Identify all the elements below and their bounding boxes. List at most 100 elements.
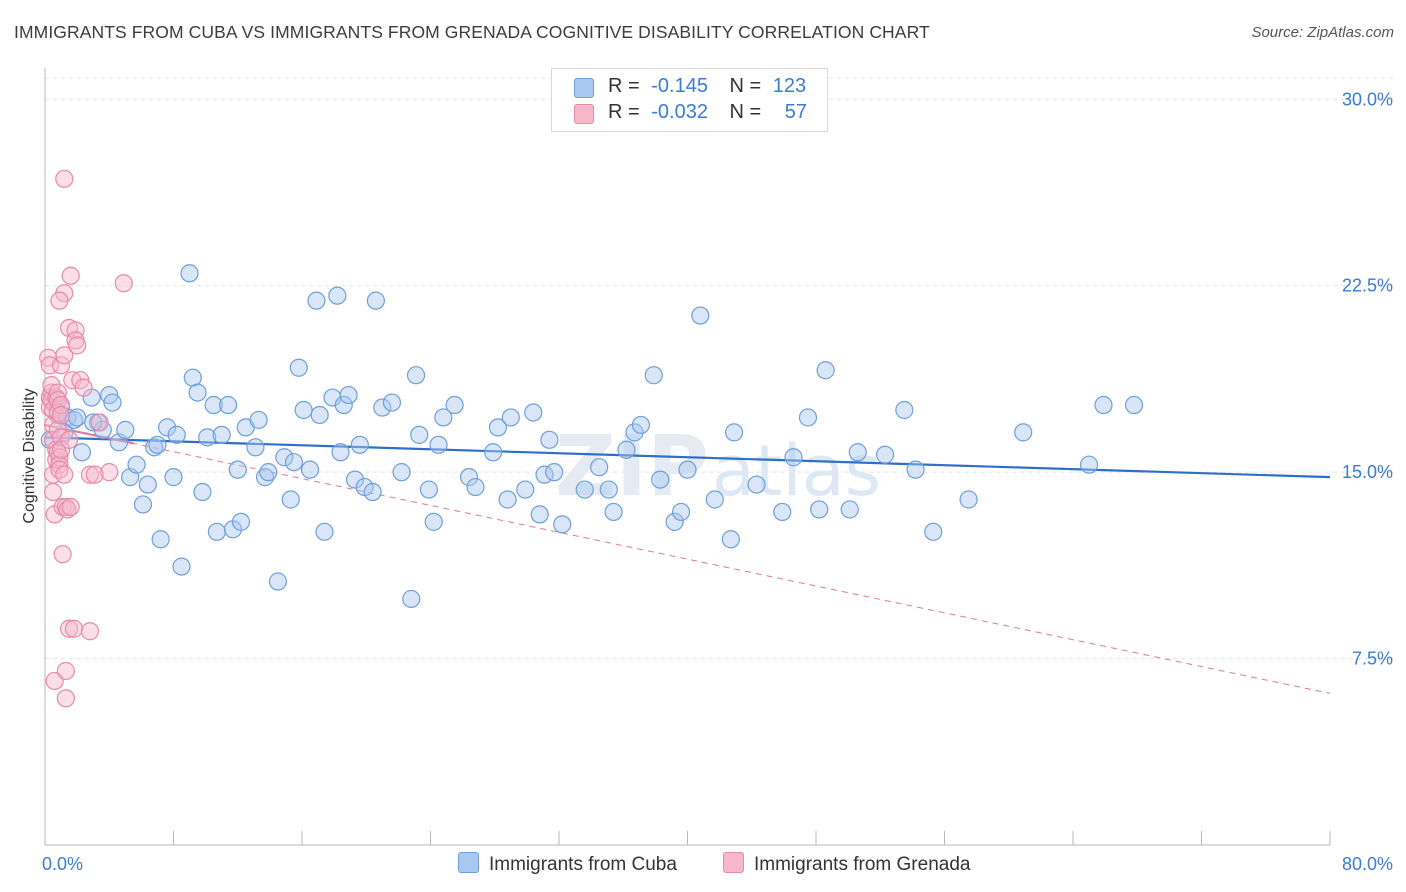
x-tick-label: 0.0% <box>42 854 83 874</box>
point-cuba <box>204 395 223 415</box>
point-grenada <box>58 500 77 519</box>
point-cuba <box>275 448 294 467</box>
point-cuba <box>604 502 623 522</box>
axes <box>44 68 1331 846</box>
point-grenada <box>51 356 71 375</box>
point-cuba <box>644 366 663 385</box>
point-cuba <box>212 425 231 444</box>
bottom-legend-label-cuba: Immigrants from Cuba <box>489 854 677 875</box>
point-cuba <box>810 500 829 519</box>
watermark-atlas: atlas <box>712 430 881 512</box>
point-cuba <box>284 453 304 472</box>
point-cuba <box>895 400 914 420</box>
point-cuba <box>773 502 792 522</box>
point-cuba <box>424 512 443 531</box>
point-cuba <box>138 475 157 494</box>
point-cuba <box>625 423 644 442</box>
data-points <box>39 169 1144 708</box>
y-tick-label: 7.5% <box>1352 649 1393 669</box>
point-cuba <box>590 458 609 477</box>
point-cuba <box>599 480 618 499</box>
source-label: Source: ZipAtlas.com <box>1251 24 1394 41</box>
point-cuba <box>402 589 421 609</box>
bottom-legend-grenada: Immigrants from Grenada <box>723 852 970 876</box>
bottom-legend-swatch-grenada <box>723 852 744 873</box>
point-cuba <box>127 455 146 474</box>
chart-title: IMMIGRANTS FROM CUBA VS IMMIGRANTS FROM … <box>14 22 930 42</box>
trend-line-grenada <box>44 424 1331 694</box>
point-grenada <box>55 346 74 365</box>
point-cuba <box>339 385 358 405</box>
point-cuba <box>231 512 251 531</box>
y-tick-label: 30.0% <box>1342 89 1393 109</box>
point-cuba <box>516 480 535 499</box>
grid-lines <box>45 77 1395 660</box>
point-cuba <box>617 440 636 459</box>
point-cuba <box>68 408 87 427</box>
legend-n-label: N = <box>729 75 762 97</box>
point-cuba <box>148 435 167 454</box>
axis-labels: 7.5% 15.0% 22.5% 30.0% 0.0% 80.0% Cognitive Di… <box>21 89 1393 874</box>
point-cuba <box>906 460 925 479</box>
point-grenada <box>66 321 85 340</box>
point-cuba <box>498 490 517 509</box>
point-grenada <box>114 274 133 293</box>
point-cuba <box>373 398 392 417</box>
y-tick-label: 15.0% <box>1342 462 1393 482</box>
point-cuba <box>678 460 697 479</box>
legend-swatch-cuba <box>574 78 594 98</box>
point-cuba <box>289 358 308 377</box>
point-cuba <box>406 366 426 385</box>
point-cuba <box>193 482 212 502</box>
point-grenada <box>80 622 100 641</box>
point-cuba <box>392 463 411 482</box>
point-cuba <box>1079 455 1099 474</box>
point-grenada <box>55 465 74 484</box>
point-cuba <box>651 470 670 489</box>
bottom-legend-swatch-cuba <box>458 852 479 873</box>
point-cuba <box>366 291 385 310</box>
point-cuba <box>488 418 508 437</box>
point-cuba <box>691 306 710 325</box>
point-cuba <box>116 420 135 439</box>
point-cuba <box>259 463 278 482</box>
point-cuba <box>747 475 766 494</box>
point-grenada <box>51 395 71 415</box>
point-cuba <box>540 430 559 449</box>
point-cuba <box>268 572 288 591</box>
point-cuba <box>328 286 347 305</box>
point-cuba <box>249 410 268 430</box>
point-cuba <box>671 502 691 522</box>
point-cuba <box>151 530 170 549</box>
point-cuba <box>530 505 549 524</box>
point-cuba <box>784 448 803 467</box>
point-cuba <box>848 443 867 462</box>
legend-n-value: 57 <box>784 101 808 123</box>
point-cuba <box>382 393 402 412</box>
legend-swatch-grenada <box>574 104 594 124</box>
point-cuba <box>188 383 207 402</box>
point-cuba <box>350 435 369 454</box>
trend-line-cuba <box>44 436 1331 479</box>
point-cuba <box>307 291 326 310</box>
point-grenada <box>90 413 109 432</box>
point-cuba <box>524 403 543 422</box>
point-grenada <box>50 455 69 474</box>
point-cuba <box>959 490 978 509</box>
point-cuba <box>207 522 226 541</box>
point-grenada <box>61 497 80 517</box>
point-grenada <box>50 448 69 467</box>
point-cuba <box>721 530 740 549</box>
point-cuba <box>724 423 744 442</box>
point-cuba <box>331 443 350 462</box>
bottom-legend-label-grenada: Immigrants from Grenada <box>754 854 971 875</box>
point-cuba <box>501 408 520 427</box>
point-cuba <box>72 443 92 462</box>
point-cuba <box>219 395 238 415</box>
point-cuba <box>705 490 724 509</box>
point-grenada <box>100 463 119 482</box>
point-cuba <box>246 438 265 457</box>
point-cuba <box>294 400 313 420</box>
point-cuba <box>875 445 895 464</box>
point-cuba <box>631 415 651 435</box>
